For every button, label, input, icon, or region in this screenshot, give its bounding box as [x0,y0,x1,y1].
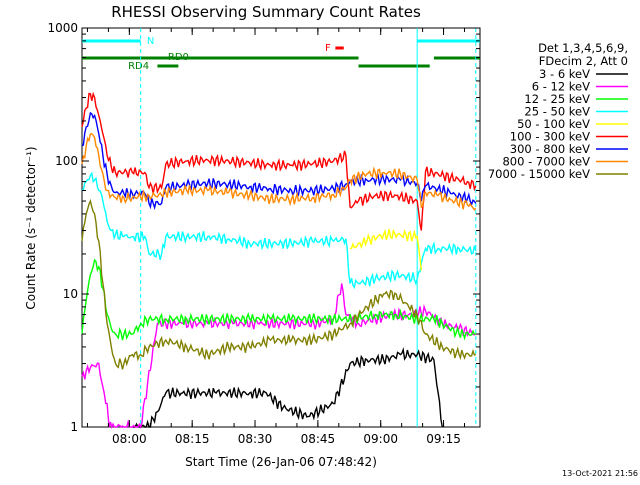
legend-entry-label: 7000 - 15000 keV [488,167,590,181]
series-line-0 [132,347,443,428]
series-layer [81,91,477,430]
x-axis-label: Start Time (26-Jan-06 07:48:42) [185,455,377,469]
chart-title: RHESSI Observing Summary Count Rates [111,3,421,21]
legend-entry-label: 50 - 100 keV [517,117,590,131]
vertical-line-layer [140,28,477,427]
legend-header-line-1: Det 1,3,4,5,6,9, [538,41,628,55]
legend-entry-label: 300 - 800 keV [510,142,590,156]
marker-layer: N F RD0 RD4 [82,36,480,72]
legend-entry-label: 800 - 7000 keV [502,155,590,169]
x-tick-label: 09:00 [363,432,398,446]
legend-entry-label: 3 - 6 keV [539,67,590,81]
x-tick-label: 08:15 [175,432,210,446]
marker-label-n: N [147,36,154,47]
legend-entry-label: 25 - 50 keV [524,105,590,119]
y-tick-label: 1000 [47,21,78,35]
legend-entry-label: 12 - 25 keV [524,92,590,106]
x-tick-label: 09:15 [426,432,461,446]
legend-header-line-2: FDecim 2, Att 0 [539,54,628,68]
legend-entry-label: 100 - 300 keV [510,130,590,144]
y-tick-label: 100 [55,154,78,168]
plot-frame [81,27,481,428]
marker-label-rd0: RD0 [168,52,189,63]
series-line-2 [81,258,476,341]
legend: Det 1,3,4,5,6,9, FDecim 2, Att 0 3 - 6 k… [488,41,628,181]
marker-label-f: F [325,43,331,54]
y-tick-label: 1 [70,420,78,434]
y-axis-ticks: 1 10 100 1000 [47,21,480,434]
series-line-4 [350,228,422,271]
series-line-5 [81,91,477,231]
series-line-8 [81,198,476,370]
series-line-3 [81,171,477,290]
series-line-1 [81,283,477,430]
y-tick-label: 10 [63,287,78,301]
y-axis-label: Count Rate (s⁻¹ detector⁻¹) [24,146,38,309]
x-axis-ticks: 08:00 08:15 08:30 08:45 09:00 09:15 [86,28,465,446]
x-tick-label: 08:30 [238,432,273,446]
x-tick-label: 08:45 [301,432,336,446]
marker-label-rd4: RD4 [128,61,149,72]
legend-entry-label: 6 - 12 keV [532,80,590,94]
x-tick-label: 08:00 [112,432,147,446]
footer-timestamp: 13-Oct-2021 21:56 [562,469,638,478]
series-line-7 [81,133,477,211]
